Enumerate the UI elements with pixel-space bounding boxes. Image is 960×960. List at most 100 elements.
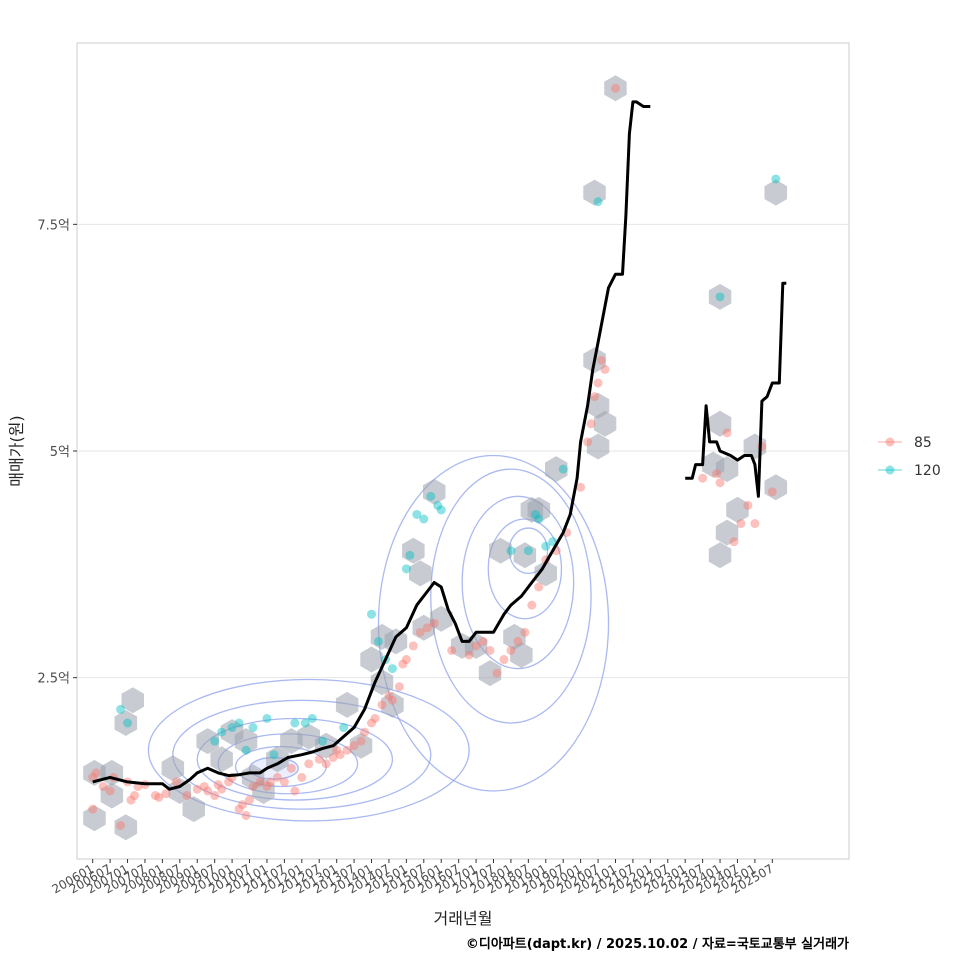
density-contour: [172, 699, 432, 810]
hexbin-cell: [114, 814, 138, 841]
point-120: [401, 564, 411, 574]
hexbin-cell: [297, 723, 320, 750]
point-85: [161, 789, 171, 799]
point-120: [300, 718, 310, 728]
point-120: [530, 509, 540, 519]
hexbin-cell: [513, 542, 537, 569]
point-85: [377, 700, 387, 710]
point-85: [262, 781, 272, 791]
hexbin-cell: [234, 728, 258, 755]
point-85: [150, 791, 160, 801]
hexbin-cell: [593, 410, 617, 437]
density-contour: [147, 678, 470, 822]
hexbin-cell: [478, 660, 502, 687]
point-120: [234, 718, 244, 728]
point-85: [279, 777, 289, 787]
chart-caption: ©디아파트(dapt.kr) / 2025.10.02 / 자료=국토교통부 실…: [466, 936, 849, 952]
legend: 85 120: [878, 435, 941, 479]
hexbin-cell: [430, 605, 453, 632]
hexbin-cell: [314, 732, 338, 759]
point-85: [265, 777, 275, 787]
point-85: [328, 752, 338, 762]
point-85: [583, 437, 593, 447]
point-120: [307, 713, 317, 723]
trend-line-layer: [92, 100, 787, 791]
point-85: [712, 469, 722, 479]
legend-key-dot-85: [885, 437, 895, 447]
point-120: [541, 541, 551, 551]
x-axis-title: 거래년월: [434, 909, 493, 928]
point-120: [339, 723, 349, 733]
hexbin-cell: [335, 691, 359, 718]
point-85: [98, 781, 108, 791]
point-85: [234, 804, 244, 814]
legend-key-dot-120: [885, 465, 895, 475]
density-contour: [487, 518, 563, 620]
hexbin-cell: [370, 669, 394, 696]
hexbin-cell: [402, 537, 425, 564]
point-120: [367, 609, 377, 619]
hexbin-cell: [210, 746, 233, 773]
point-85: [210, 791, 220, 801]
point-85: [736, 519, 746, 529]
hexbin-cell: [252, 778, 275, 804]
point-85: [217, 784, 227, 794]
hexbin-cell: [586, 433, 610, 460]
trend-line-segment-2: [685, 281, 787, 498]
legend-item-85: 85: [878, 435, 932, 451]
point-120: [506, 546, 516, 556]
point-120: [387, 664, 397, 674]
point-120: [405, 550, 415, 560]
point-85: [384, 691, 394, 701]
point-85: [255, 777, 265, 787]
hexbin-cell: [715, 519, 739, 546]
point-85: [182, 791, 192, 801]
point-85: [342, 745, 352, 755]
hexbin-cell: [412, 614, 435, 641]
hexbin-cell: [360, 646, 383, 673]
point-120: [248, 723, 258, 733]
scatter-points: [88, 83, 781, 830]
point-85: [116, 820, 126, 830]
point-85: [429, 618, 439, 628]
point-120: [534, 514, 544, 524]
point-120: [558, 464, 568, 474]
hexbin-cell: [715, 456, 739, 483]
hexbin-cell: [534, 560, 557, 587]
hexbin-cell: [381, 691, 404, 718]
point-85: [370, 713, 380, 723]
hexbin-cell: [708, 542, 732, 569]
point-85: [203, 786, 213, 796]
point-85: [401, 655, 411, 665]
point-85: [527, 600, 537, 610]
hexbin-cell: [708, 283, 732, 310]
density-contour: [461, 495, 575, 670]
point-85: [422, 623, 432, 633]
point-85: [464, 650, 474, 660]
point-120: [771, 174, 781, 184]
hexbin-cell: [527, 496, 551, 523]
hexbin-cell: [196, 728, 219, 755]
point-85: [297, 772, 307, 782]
hexbin-cell: [349, 732, 373, 759]
point-85: [715, 478, 725, 488]
density-contour: [377, 454, 610, 792]
point-120: [241, 745, 251, 755]
point-85: [91, 768, 101, 778]
point-120: [227, 723, 237, 733]
legend-label-85: 85: [914, 435, 932, 451]
hexbin-cell: [510, 642, 533, 668]
point-85: [506, 645, 516, 655]
point-85: [154, 792, 164, 802]
point-120: [116, 704, 126, 714]
point-85: [105, 786, 115, 796]
point-85: [248, 781, 258, 791]
point-120: [523, 546, 533, 556]
y-tick-label: 5억: [50, 445, 70, 460]
point-120: [433, 500, 443, 510]
point-85: [241, 810, 251, 820]
point-85: [722, 428, 732, 438]
point-85: [224, 777, 234, 787]
point-85: [192, 784, 202, 794]
